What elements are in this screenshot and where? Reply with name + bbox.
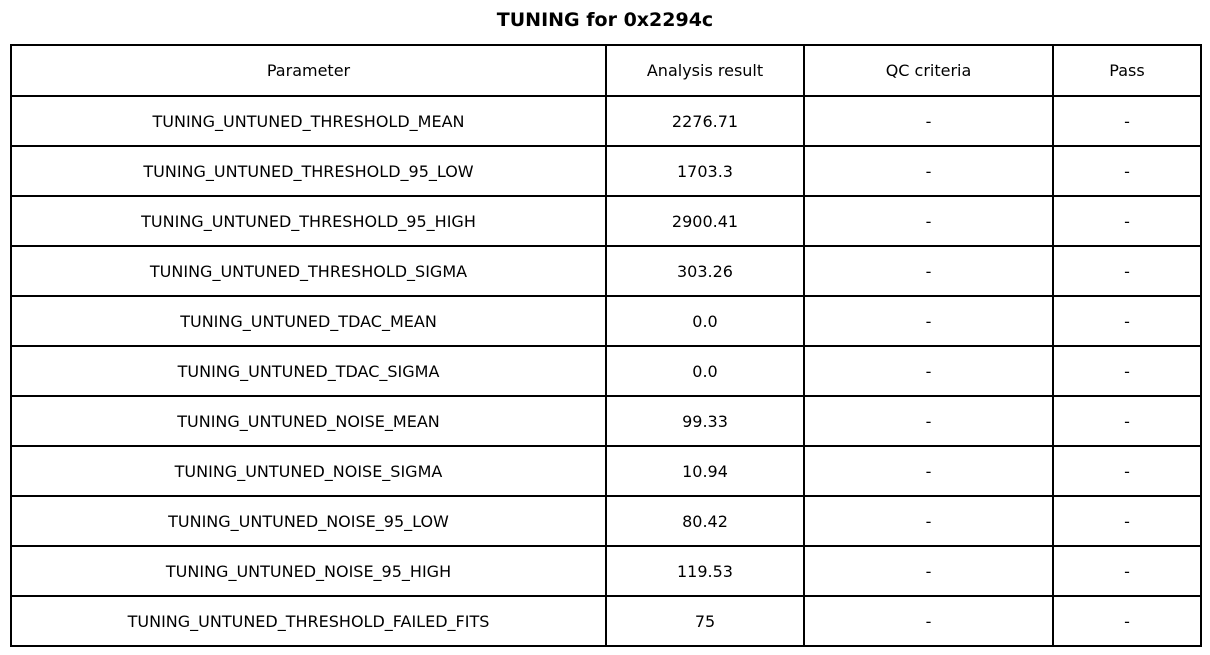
table-row: TUNING_UNTUNED_THRESHOLD_95_LOW 1703.3- - (10, 145, 1202, 197)
qc-criteria-cell: - (803, 445, 1054, 497)
analysis-result-cell: 0.0 (605, 295, 805, 347)
pass-cell: - (1052, 95, 1202, 147)
parameter-cell: TUNING_UNTUNED_THRESHOLD_95_HIGH (10, 195, 607, 247)
pass-cell: - (1052, 195, 1202, 247)
analysis-result-cell: 10.94 (605, 445, 805, 497)
pass-cell: - (1052, 245, 1202, 297)
pass-cell: - (1052, 145, 1202, 197)
analysis-result-cell: 99.33 (605, 395, 805, 447)
analysis-result-cell: 75 (605, 595, 805, 647)
parameter-cell: TUNING_UNTUNED_NOISE_SIGMA (10, 445, 607, 497)
parameter-cell: TUNING_UNTUNED_THRESHOLD_95_LOW (10, 145, 607, 197)
parameter-cell: TUNING_UNTUNED_TDAC_SIGMA (10, 345, 607, 397)
table-row: TUNING_UNTUNED_THRESHOLD_FAILED_FITS 75- - (10, 595, 1202, 647)
parameter-cell: TUNING_UNTUNED_NOISE_95_HIGH (10, 545, 607, 597)
pass-cell: - (1052, 295, 1202, 347)
column-header-qc-criteria: QC criteria (803, 44, 1054, 97)
column-header-parameter: Parameter (10, 44, 607, 97)
table-row: TUNING_UNTUNED_TDAC_SIGMA 0.0- - (10, 345, 1202, 397)
table-row: TUNING_UNTUNED_TDAC_MEAN 0.0- - (10, 295, 1202, 347)
qc-criteria-cell: - (803, 145, 1054, 197)
qc-criteria-cell: - (803, 595, 1054, 647)
pass-cell: - (1052, 495, 1202, 547)
analysis-result-cell: 80.42 (605, 495, 805, 547)
column-header-analysis-result: Analysis result (605, 44, 805, 97)
analysis-result-cell: 2276.71 (605, 95, 805, 147)
qc-criteria-cell: - (803, 545, 1054, 597)
analysis-result-cell: 2900.41 (605, 195, 805, 247)
qc-criteria-cell: - (803, 495, 1054, 547)
page-title: TUNING for 0x2294c (496, 9, 714, 31)
qc-criteria-cell: - (803, 95, 1054, 147)
parameter-cell: TUNING_UNTUNED_TDAC_MEAN (10, 295, 607, 347)
analysis-result-cell: 0.0 (605, 345, 805, 397)
table-row: TUNING_UNTUNED_NOISE_MEAN 99.33- - (10, 395, 1202, 447)
results-table: Parameter Analysis result QC criteria Pa… (10, 44, 1202, 647)
table-row: TUNING_UNTUNED_NOISE_95_LOW 80.42- - (10, 495, 1202, 547)
table-header-row: Parameter Analysis result QC criteria Pa… (10, 44, 1202, 97)
parameter-cell: TUNING_UNTUNED_NOISE_MEAN (10, 395, 607, 447)
qc-criteria-cell: - (803, 195, 1054, 247)
qc-criteria-cell: - (803, 245, 1054, 297)
table-row: TUNING_UNTUNED_THRESHOLD_95_HIGH 2900.41-… (10, 195, 1202, 247)
pass-cell: - (1052, 445, 1202, 497)
parameter-cell: TUNING_UNTUNED_THRESHOLD_FAILED_FITS (10, 595, 607, 647)
parameter-cell: TUNING_UNTUNED_NOISE_95_LOW (10, 495, 607, 547)
pass-cell: - (1052, 595, 1202, 647)
pass-cell: - (1052, 345, 1202, 397)
table-row: TUNING_UNTUNED_NOISE_95_HIGH 119.53- - (10, 545, 1202, 597)
column-header-pass: Pass (1052, 44, 1202, 97)
analysis-result-cell: 119.53 (605, 545, 805, 597)
table-body: TUNING_UNTUNED_THRESHOLD_MEAN 2276.71- - TU… (10, 95, 1202, 647)
qc-criteria-cell: - (803, 295, 1054, 347)
analysis-result-cell: 303.26 (605, 245, 805, 297)
qc-criteria-cell: - (803, 395, 1054, 447)
parameter-cell: TUNING_UNTUNED_THRESHOLD_MEAN (10, 95, 607, 147)
analysis-result-cell: 1703.3 (605, 145, 805, 197)
table-row: TUNING_UNTUNED_THRESHOLD_MEAN 2276.71- - (10, 95, 1202, 147)
table-row: TUNING_UNTUNED_THRESHOLD_SIGMA 303.26- - (10, 245, 1202, 297)
table-row: TUNING_UNTUNED_NOISE_SIGMA 10.94- - (10, 445, 1202, 497)
qc-criteria-cell: - (803, 345, 1054, 397)
pass-cell: - (1052, 395, 1202, 447)
parameter-cell: TUNING_UNTUNED_THRESHOLD_SIGMA (10, 245, 607, 297)
pass-cell: - (1052, 545, 1202, 597)
